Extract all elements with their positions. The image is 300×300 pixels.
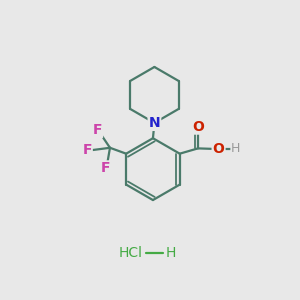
Text: F: F [101, 161, 110, 176]
Text: O: O [192, 120, 204, 134]
Text: H: H [166, 246, 176, 260]
Text: F: F [82, 143, 92, 157]
Text: F: F [93, 123, 102, 137]
Text: H: H [231, 142, 240, 155]
Text: HCl: HCl [119, 246, 143, 260]
Text: N: N [148, 116, 160, 130]
Text: O: O [213, 142, 224, 156]
